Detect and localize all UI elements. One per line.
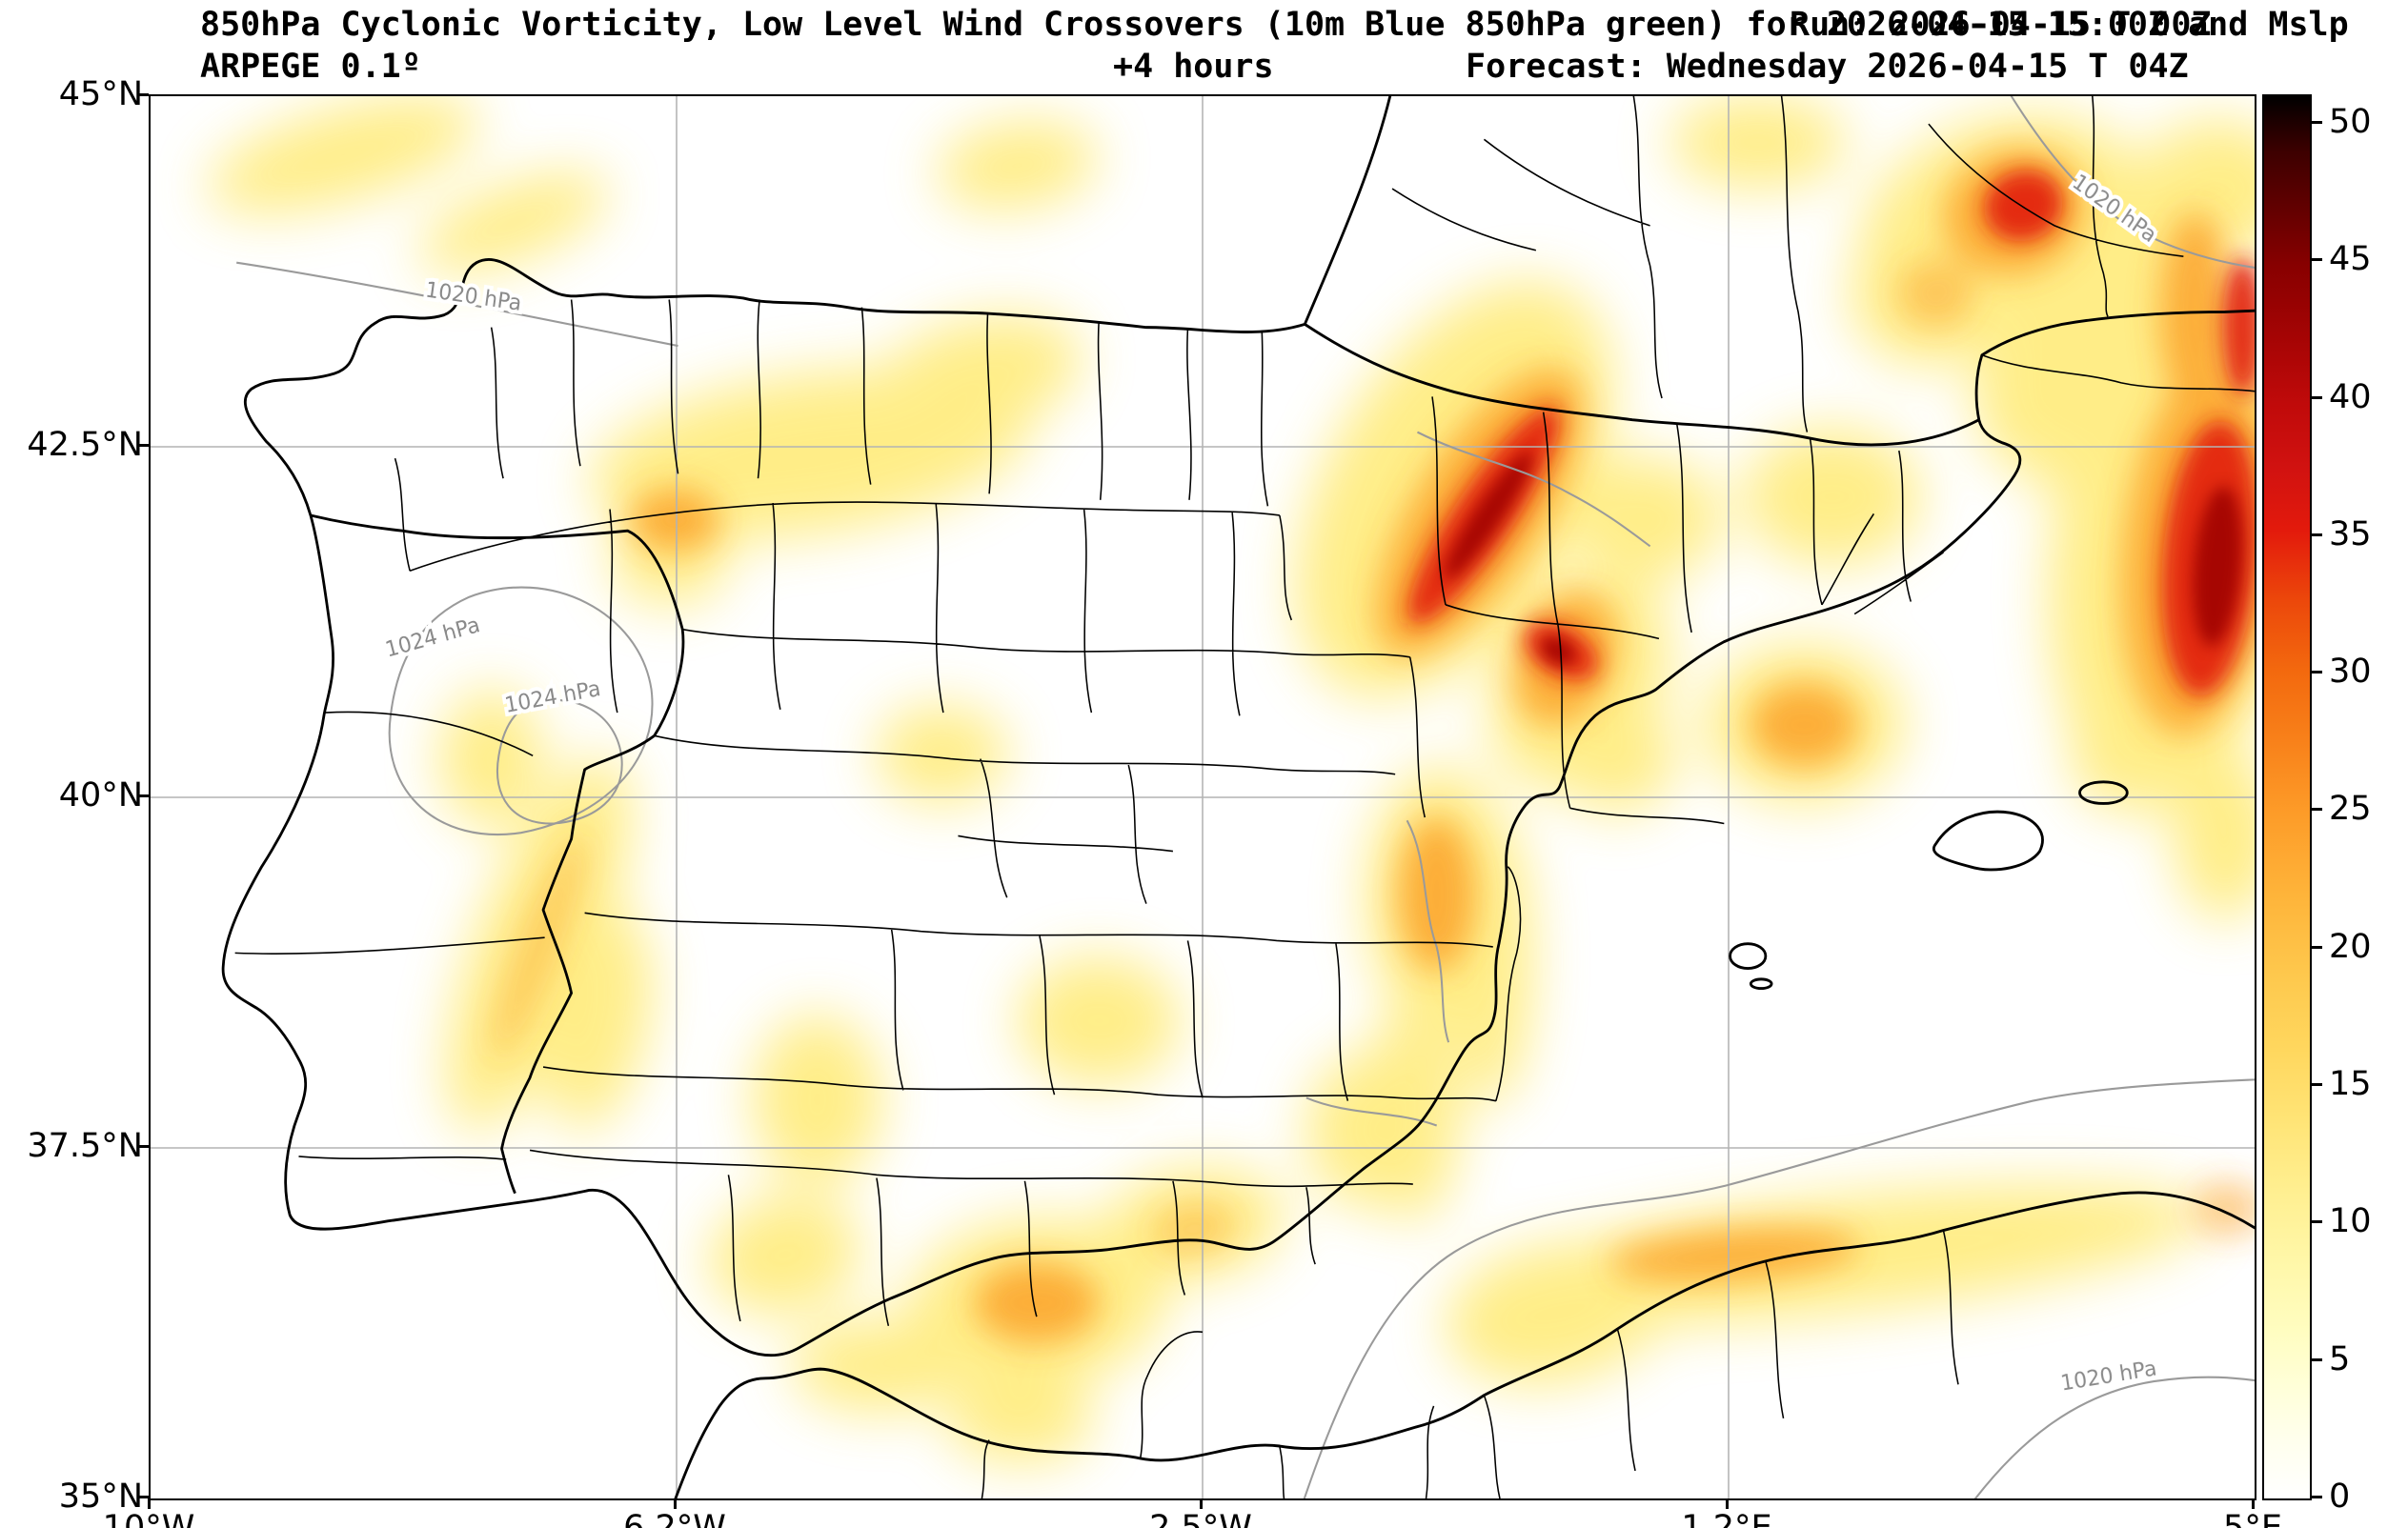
colorbar-label: 0 xyxy=(2329,1478,2351,1516)
colorbar-tick xyxy=(2312,946,2322,949)
colorbar-label: 50 xyxy=(2329,103,2372,141)
balearic-islands xyxy=(1932,810,2044,872)
colorbar-label: 25 xyxy=(2329,790,2372,828)
x-tick-label: 1.2°E xyxy=(1681,1509,1772,1528)
x-axis-tick xyxy=(674,1498,677,1509)
y-axis-tick xyxy=(137,444,149,447)
y-axis-tick xyxy=(137,1145,149,1148)
y-tick-label: 37.5°N xyxy=(27,1127,143,1165)
x-tick-label: 2.5°W xyxy=(1149,1509,1252,1528)
run-label: Run: 2026-04-15 T 00Z xyxy=(1790,6,2212,44)
colorbar-tick xyxy=(2312,396,2322,399)
x-tick-label: 10°W xyxy=(102,1509,195,1528)
colorbar-tick xyxy=(2312,1220,2322,1223)
colorbar-tick xyxy=(2312,258,2322,261)
colorbar-label: 5 xyxy=(2329,1340,2351,1378)
colorbar-label: 40 xyxy=(2329,378,2372,416)
iberia-map: 1020 hPa 1020 hPa 1024 hPa 1024 hPa 1020… xyxy=(151,96,2255,1498)
colorbar-tick xyxy=(2312,1083,2322,1086)
chart-title: 850hPa Cyclonic Vorticity, Low Level Win… xyxy=(200,6,2349,44)
gridlines xyxy=(151,96,2255,1498)
x-axis-tick xyxy=(2252,1498,2255,1509)
y-tick-label: 40°N xyxy=(58,776,143,814)
colorbar-label: 15 xyxy=(2329,1065,2372,1103)
colorbar-label: 20 xyxy=(2329,928,2372,966)
colorbar-label: 10 xyxy=(2329,1202,2372,1240)
colorbar-tick xyxy=(2312,1358,2322,1361)
colorbar-tick xyxy=(2312,1496,2322,1498)
colorbar-tick xyxy=(2312,121,2322,124)
x-axis-tick xyxy=(1200,1498,1203,1509)
colorbar-label: 30 xyxy=(2329,653,2372,691)
coastline xyxy=(221,96,2255,1498)
vorticity-heatmap-darkred xyxy=(1445,452,2242,665)
x-tick-label: 5°E xyxy=(2223,1509,2282,1528)
y-tick-label: 42.5°N xyxy=(27,426,143,464)
africa-coastline xyxy=(674,1191,2255,1498)
x-axis-tick xyxy=(1726,1498,1729,1509)
model-label: ARPEGE 0.1º xyxy=(200,48,421,86)
x-tick-label: 6.2°W xyxy=(623,1509,726,1528)
x-axis-tick xyxy=(148,1498,151,1509)
mslp-contours xyxy=(236,96,2255,1498)
colorbar-tick xyxy=(2312,808,2322,811)
colorbar-tick xyxy=(2312,533,2322,536)
y-axis-tick xyxy=(137,1496,149,1498)
y-axis-tick xyxy=(137,93,149,96)
pyrenees-border xyxy=(1304,323,1980,447)
map-plot-area: 1020 hPa 1020 hPa 1024 hPa 1024 hPa 1020… xyxy=(149,94,2256,1500)
colorbar-label: 45 xyxy=(2329,240,2372,278)
colorbar-label: 35 xyxy=(2329,515,2372,553)
contour-label: 1020 hPa xyxy=(2059,1356,2158,1397)
forecast-valid-label: Forecast: Wednesday 2026-04-15 T 04Z xyxy=(1466,48,2189,86)
forecast-step-label: +4 hours xyxy=(1113,48,1274,86)
portugal-spain-border xyxy=(310,513,685,1195)
province-borders xyxy=(234,96,2255,1498)
y-axis-tick xyxy=(137,794,149,797)
y-tick-label: 45°N xyxy=(58,75,143,113)
contour-label: 1024 hPa xyxy=(503,676,602,718)
colorbar-tick xyxy=(2312,671,2322,674)
y-tick-label: 35°N xyxy=(58,1478,143,1516)
contour-label: 1020 hPa xyxy=(424,277,523,316)
colorbar xyxy=(2262,94,2312,1500)
